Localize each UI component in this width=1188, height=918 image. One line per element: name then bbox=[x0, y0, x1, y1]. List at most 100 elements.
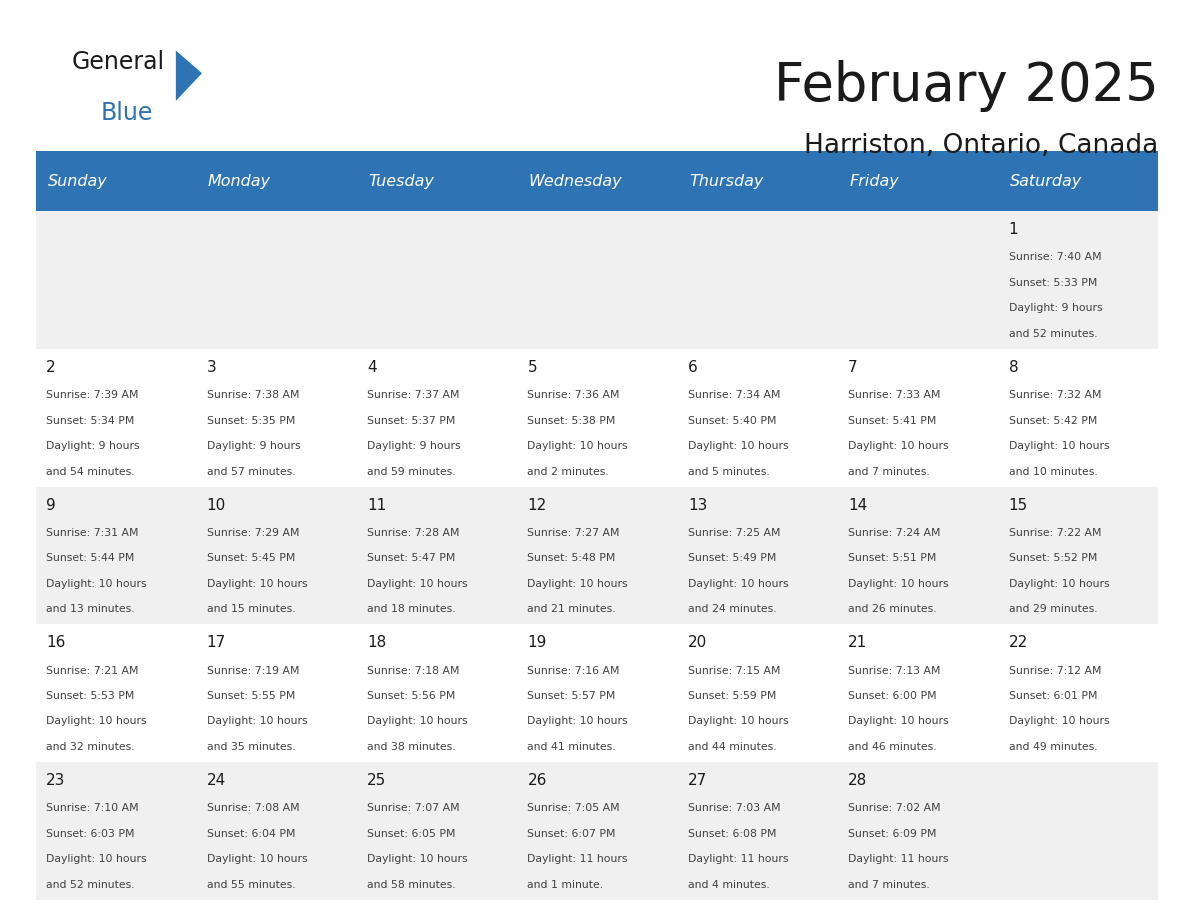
Text: Daylight: 10 hours: Daylight: 10 hours bbox=[848, 442, 949, 451]
Text: Daylight: 10 hours: Daylight: 10 hours bbox=[367, 578, 468, 588]
Text: and 35 minutes.: and 35 minutes. bbox=[207, 742, 296, 752]
Text: Daylight: 10 hours: Daylight: 10 hours bbox=[848, 716, 949, 726]
Text: Thursday: Thursday bbox=[689, 174, 764, 189]
Text: 3: 3 bbox=[207, 360, 216, 375]
Text: Sunrise: 7:32 AM: Sunrise: 7:32 AM bbox=[1009, 390, 1101, 400]
Text: Daylight: 11 hours: Daylight: 11 hours bbox=[527, 854, 628, 864]
Text: and 4 minutes.: and 4 minutes. bbox=[688, 879, 770, 890]
Text: 28: 28 bbox=[848, 773, 867, 788]
Text: Daylight: 10 hours: Daylight: 10 hours bbox=[46, 716, 147, 726]
Text: Daylight: 10 hours: Daylight: 10 hours bbox=[527, 716, 628, 726]
Text: Sunrise: 7:25 AM: Sunrise: 7:25 AM bbox=[688, 528, 781, 538]
Text: 21: 21 bbox=[848, 635, 867, 650]
Text: Sunset: 5:52 PM: Sunset: 5:52 PM bbox=[1009, 554, 1097, 564]
Text: Sunrise: 7:13 AM: Sunrise: 7:13 AM bbox=[848, 666, 941, 676]
Text: Sunset: 6:05 PM: Sunset: 6:05 PM bbox=[367, 829, 455, 839]
Text: and 44 minutes.: and 44 minutes. bbox=[688, 742, 777, 752]
Text: and 57 minutes.: and 57 minutes. bbox=[207, 466, 296, 476]
Text: and 41 minutes.: and 41 minutes. bbox=[527, 742, 617, 752]
Text: 5: 5 bbox=[527, 360, 537, 375]
Text: Daylight: 10 hours: Daylight: 10 hours bbox=[1009, 578, 1110, 588]
Text: Sunset: 6:04 PM: Sunset: 6:04 PM bbox=[207, 829, 295, 839]
Text: Daylight: 9 hours: Daylight: 9 hours bbox=[207, 442, 301, 451]
Text: 9: 9 bbox=[46, 498, 56, 512]
Text: Sunrise: 7:02 AM: Sunrise: 7:02 AM bbox=[848, 803, 941, 813]
Text: Daylight: 9 hours: Daylight: 9 hours bbox=[367, 442, 461, 451]
Text: 20: 20 bbox=[688, 635, 707, 650]
Text: 23: 23 bbox=[46, 773, 65, 788]
Text: 26: 26 bbox=[527, 773, 546, 788]
Text: Sunset: 5:40 PM: Sunset: 5:40 PM bbox=[688, 416, 776, 426]
Text: General: General bbox=[71, 50, 164, 74]
Text: Sunset: 5:34 PM: Sunset: 5:34 PM bbox=[46, 416, 134, 426]
Text: and 46 minutes.: and 46 minutes. bbox=[848, 742, 937, 752]
Text: Daylight: 10 hours: Daylight: 10 hours bbox=[207, 578, 308, 588]
Text: Sunset: 5:41 PM: Sunset: 5:41 PM bbox=[848, 416, 936, 426]
Text: Sunrise: 7:12 AM: Sunrise: 7:12 AM bbox=[1009, 666, 1101, 676]
Text: Daylight: 10 hours: Daylight: 10 hours bbox=[46, 578, 147, 588]
Text: 2: 2 bbox=[46, 360, 56, 375]
Text: Wednesday: Wednesday bbox=[529, 174, 623, 189]
Text: 10: 10 bbox=[207, 498, 226, 512]
Text: and 15 minutes.: and 15 minutes. bbox=[207, 604, 296, 614]
Text: Sunset: 5:33 PM: Sunset: 5:33 PM bbox=[1009, 278, 1097, 288]
Text: and 1 minute.: and 1 minute. bbox=[527, 879, 604, 890]
Text: 14: 14 bbox=[848, 498, 867, 512]
Text: Sunrise: 7:10 AM: Sunrise: 7:10 AM bbox=[46, 803, 139, 813]
Text: Sunrise: 7:22 AM: Sunrise: 7:22 AM bbox=[1009, 528, 1101, 538]
Text: Daylight: 11 hours: Daylight: 11 hours bbox=[848, 854, 949, 864]
Text: Daylight: 9 hours: Daylight: 9 hours bbox=[1009, 303, 1102, 313]
Text: Sunrise: 7:36 AM: Sunrise: 7:36 AM bbox=[527, 390, 620, 400]
Text: Sunset: 5:59 PM: Sunset: 5:59 PM bbox=[688, 691, 776, 701]
Text: Sunset: 5:56 PM: Sunset: 5:56 PM bbox=[367, 691, 455, 701]
Text: Sunset: 6:08 PM: Sunset: 6:08 PM bbox=[688, 829, 776, 839]
Text: 24: 24 bbox=[207, 773, 226, 788]
Text: Sunset: 5:51 PM: Sunset: 5:51 PM bbox=[848, 554, 936, 564]
Text: February 2025: February 2025 bbox=[773, 60, 1158, 112]
Text: 25: 25 bbox=[367, 773, 386, 788]
Text: and 52 minutes.: and 52 minutes. bbox=[1009, 329, 1098, 339]
Text: 7: 7 bbox=[848, 360, 858, 375]
Text: Sunrise: 7:08 AM: Sunrise: 7:08 AM bbox=[207, 803, 299, 813]
Text: Sunset: 5:35 PM: Sunset: 5:35 PM bbox=[207, 416, 295, 426]
Text: Sunrise: 7:16 AM: Sunrise: 7:16 AM bbox=[527, 666, 620, 676]
Text: Sunrise: 7:31 AM: Sunrise: 7:31 AM bbox=[46, 528, 139, 538]
Text: Daylight: 10 hours: Daylight: 10 hours bbox=[207, 854, 308, 864]
Text: Daylight: 10 hours: Daylight: 10 hours bbox=[848, 578, 949, 588]
Text: 4: 4 bbox=[367, 360, 377, 375]
Text: Daylight: 10 hours: Daylight: 10 hours bbox=[367, 716, 468, 726]
Text: Sunrise: 7:18 AM: Sunrise: 7:18 AM bbox=[367, 666, 460, 676]
Text: Daylight: 10 hours: Daylight: 10 hours bbox=[527, 442, 628, 451]
Text: 16: 16 bbox=[46, 635, 65, 650]
Text: Sunrise: 7:38 AM: Sunrise: 7:38 AM bbox=[207, 390, 299, 400]
Text: 17: 17 bbox=[207, 635, 226, 650]
Text: Daylight: 10 hours: Daylight: 10 hours bbox=[688, 578, 789, 588]
Text: and 7 minutes.: and 7 minutes. bbox=[848, 466, 930, 476]
Text: Sunrise: 7:39 AM: Sunrise: 7:39 AM bbox=[46, 390, 139, 400]
Text: Monday: Monday bbox=[208, 174, 271, 189]
Text: Sunset: 6:01 PM: Sunset: 6:01 PM bbox=[1009, 691, 1097, 701]
Text: Sunrise: 7:07 AM: Sunrise: 7:07 AM bbox=[367, 803, 460, 813]
Text: and 49 minutes.: and 49 minutes. bbox=[1009, 742, 1098, 752]
Text: and 21 minutes.: and 21 minutes. bbox=[527, 604, 617, 614]
Text: Sunset: 5:42 PM: Sunset: 5:42 PM bbox=[1009, 416, 1097, 426]
Text: 19: 19 bbox=[527, 635, 546, 650]
Text: Sunset: 5:45 PM: Sunset: 5:45 PM bbox=[207, 554, 295, 564]
Text: 22: 22 bbox=[1009, 635, 1028, 650]
Text: Sunset: 6:03 PM: Sunset: 6:03 PM bbox=[46, 829, 134, 839]
Text: Sunrise: 7:05 AM: Sunrise: 7:05 AM bbox=[527, 803, 620, 813]
Text: 13: 13 bbox=[688, 498, 707, 512]
Text: 1: 1 bbox=[1009, 222, 1018, 237]
Text: Daylight: 11 hours: Daylight: 11 hours bbox=[688, 854, 789, 864]
Text: Daylight: 9 hours: Daylight: 9 hours bbox=[46, 442, 140, 451]
Text: Daylight: 10 hours: Daylight: 10 hours bbox=[688, 442, 789, 451]
Text: Sunset: 5:38 PM: Sunset: 5:38 PM bbox=[527, 416, 615, 426]
Text: 6: 6 bbox=[688, 360, 697, 375]
Text: and 32 minutes.: and 32 minutes. bbox=[46, 742, 135, 752]
Text: 15: 15 bbox=[1009, 498, 1028, 512]
Text: Sunset: 5:57 PM: Sunset: 5:57 PM bbox=[527, 691, 615, 701]
Text: 11: 11 bbox=[367, 498, 386, 512]
Text: Sunset: 6:07 PM: Sunset: 6:07 PM bbox=[527, 829, 615, 839]
Text: Sunrise: 7:21 AM: Sunrise: 7:21 AM bbox=[46, 666, 139, 676]
Text: Sunset: 6:09 PM: Sunset: 6:09 PM bbox=[848, 829, 936, 839]
